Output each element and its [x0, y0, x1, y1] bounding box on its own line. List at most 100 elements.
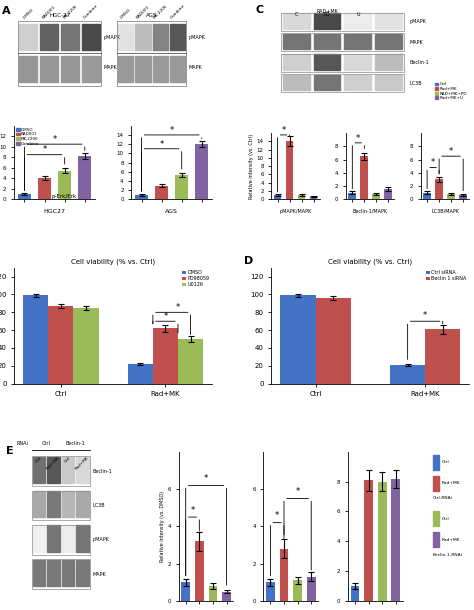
Text: *: *: [191, 506, 195, 515]
Bar: [47, 525, 60, 551]
Bar: [61, 56, 79, 82]
Legend: Ctrl siRNA, Beclin 1 siRNA: Ctrl siRNA, Beclin 1 siRNA: [426, 270, 467, 281]
Bar: [40, 56, 58, 82]
Bar: [18, 21, 101, 85]
Bar: [281, 13, 404, 30]
Text: HGC-27: HGC-27: [49, 13, 70, 18]
Bar: [283, 74, 310, 90]
Bar: [360, 156, 368, 199]
Text: pMAPK: pMAPK: [103, 35, 120, 40]
Bar: [283, 54, 310, 70]
Bar: [178, 339, 203, 384]
Bar: [153, 56, 168, 82]
Bar: [62, 525, 74, 551]
Bar: [135, 56, 151, 82]
Bar: [118, 56, 133, 82]
X-axis label: LC3B/MAPK: LC3B/MAPK: [431, 209, 459, 213]
Bar: [364, 480, 373, 601]
Text: *: *: [423, 310, 427, 320]
Text: C: C: [255, 5, 264, 15]
Text: AGS: AGS: [146, 13, 157, 18]
Text: DMSO: DMSO: [22, 8, 35, 20]
Bar: [19, 56, 37, 82]
Bar: [375, 74, 401, 90]
Text: PD: PD: [324, 12, 331, 17]
Text: pMAPK: pMAPK: [92, 537, 109, 542]
Bar: [316, 298, 351, 384]
X-axis label: Beclin-1/MAPK: Beclin-1/MAPK: [353, 209, 388, 213]
Bar: [128, 364, 153, 384]
Text: LC3B: LC3B: [410, 81, 422, 86]
Text: Ctrl: Ctrl: [442, 461, 450, 464]
Text: Beclin-1: Beclin-1: [65, 441, 85, 446]
Bar: [23, 295, 48, 384]
Title: Cell viability (% vs. Ctrl): Cell viability (% vs. Ctrl): [71, 259, 155, 265]
Bar: [314, 74, 340, 90]
Bar: [153, 328, 178, 384]
Bar: [375, 13, 401, 29]
Bar: [73, 308, 99, 384]
Bar: [209, 586, 218, 601]
Bar: [170, 24, 185, 50]
Bar: [447, 194, 455, 199]
Text: *: *: [160, 140, 164, 149]
Bar: [222, 592, 231, 601]
Text: RAD+MK: RAD+MK: [316, 9, 338, 14]
Text: Ctrl: Ctrl: [35, 456, 43, 464]
Bar: [170, 56, 185, 82]
Bar: [175, 175, 188, 199]
Bar: [58, 171, 71, 199]
Bar: [76, 525, 89, 551]
X-axis label: AGS: AGS: [165, 209, 178, 213]
Text: *: *: [176, 303, 180, 312]
Text: MAPK: MAPK: [188, 65, 202, 70]
Bar: [281, 34, 404, 51]
Bar: [33, 560, 45, 586]
Bar: [61, 24, 79, 50]
Text: A: A: [2, 5, 11, 16]
Text: Ctrl: Ctrl: [42, 441, 51, 446]
Text: RAD001: RAD001: [42, 5, 57, 20]
Text: *: *: [275, 511, 279, 520]
Bar: [38, 178, 51, 199]
Bar: [82, 24, 100, 50]
Bar: [32, 490, 90, 520]
Bar: [48, 306, 73, 384]
Bar: [47, 457, 60, 483]
Text: pMAPK: pMAPK: [410, 20, 427, 24]
Bar: [135, 24, 151, 50]
Text: *: *: [53, 135, 57, 144]
Bar: [62, 457, 74, 483]
Legend: DMSO, PD98059, U0126: DMSO, PD98059, U0126: [182, 270, 210, 287]
Text: *: *: [170, 126, 174, 135]
Text: p-Erk/Erk: p-Erk/Erk: [51, 193, 77, 199]
Text: RAD001: RAD001: [136, 5, 151, 20]
Bar: [82, 56, 100, 82]
X-axis label: pMAPK/MAPK: pMAPK/MAPK: [279, 209, 312, 213]
Bar: [153, 24, 168, 50]
Bar: [293, 580, 302, 601]
Bar: [33, 491, 45, 517]
Bar: [195, 541, 204, 601]
Text: *: *: [164, 312, 167, 321]
Bar: [40, 24, 58, 50]
Bar: [76, 491, 89, 517]
Bar: [283, 13, 310, 29]
Bar: [373, 194, 380, 199]
Bar: [307, 576, 316, 601]
Bar: [314, 54, 340, 70]
Y-axis label: Relative intensity (vs. Ctrl): Relative intensity (vs. Ctrl): [249, 134, 254, 199]
Text: Combine: Combine: [82, 4, 99, 20]
Bar: [280, 549, 288, 601]
Text: *: *: [431, 159, 435, 168]
Text: LC3B: LC3B: [92, 503, 105, 508]
Text: *: *: [356, 134, 360, 143]
Bar: [378, 482, 387, 601]
Text: Ctrl: Ctrl: [442, 517, 450, 521]
Bar: [314, 13, 340, 29]
Bar: [266, 582, 275, 601]
Bar: [19, 24, 37, 50]
Bar: [32, 456, 90, 486]
Text: C: C: [295, 12, 298, 17]
Bar: [435, 179, 443, 199]
